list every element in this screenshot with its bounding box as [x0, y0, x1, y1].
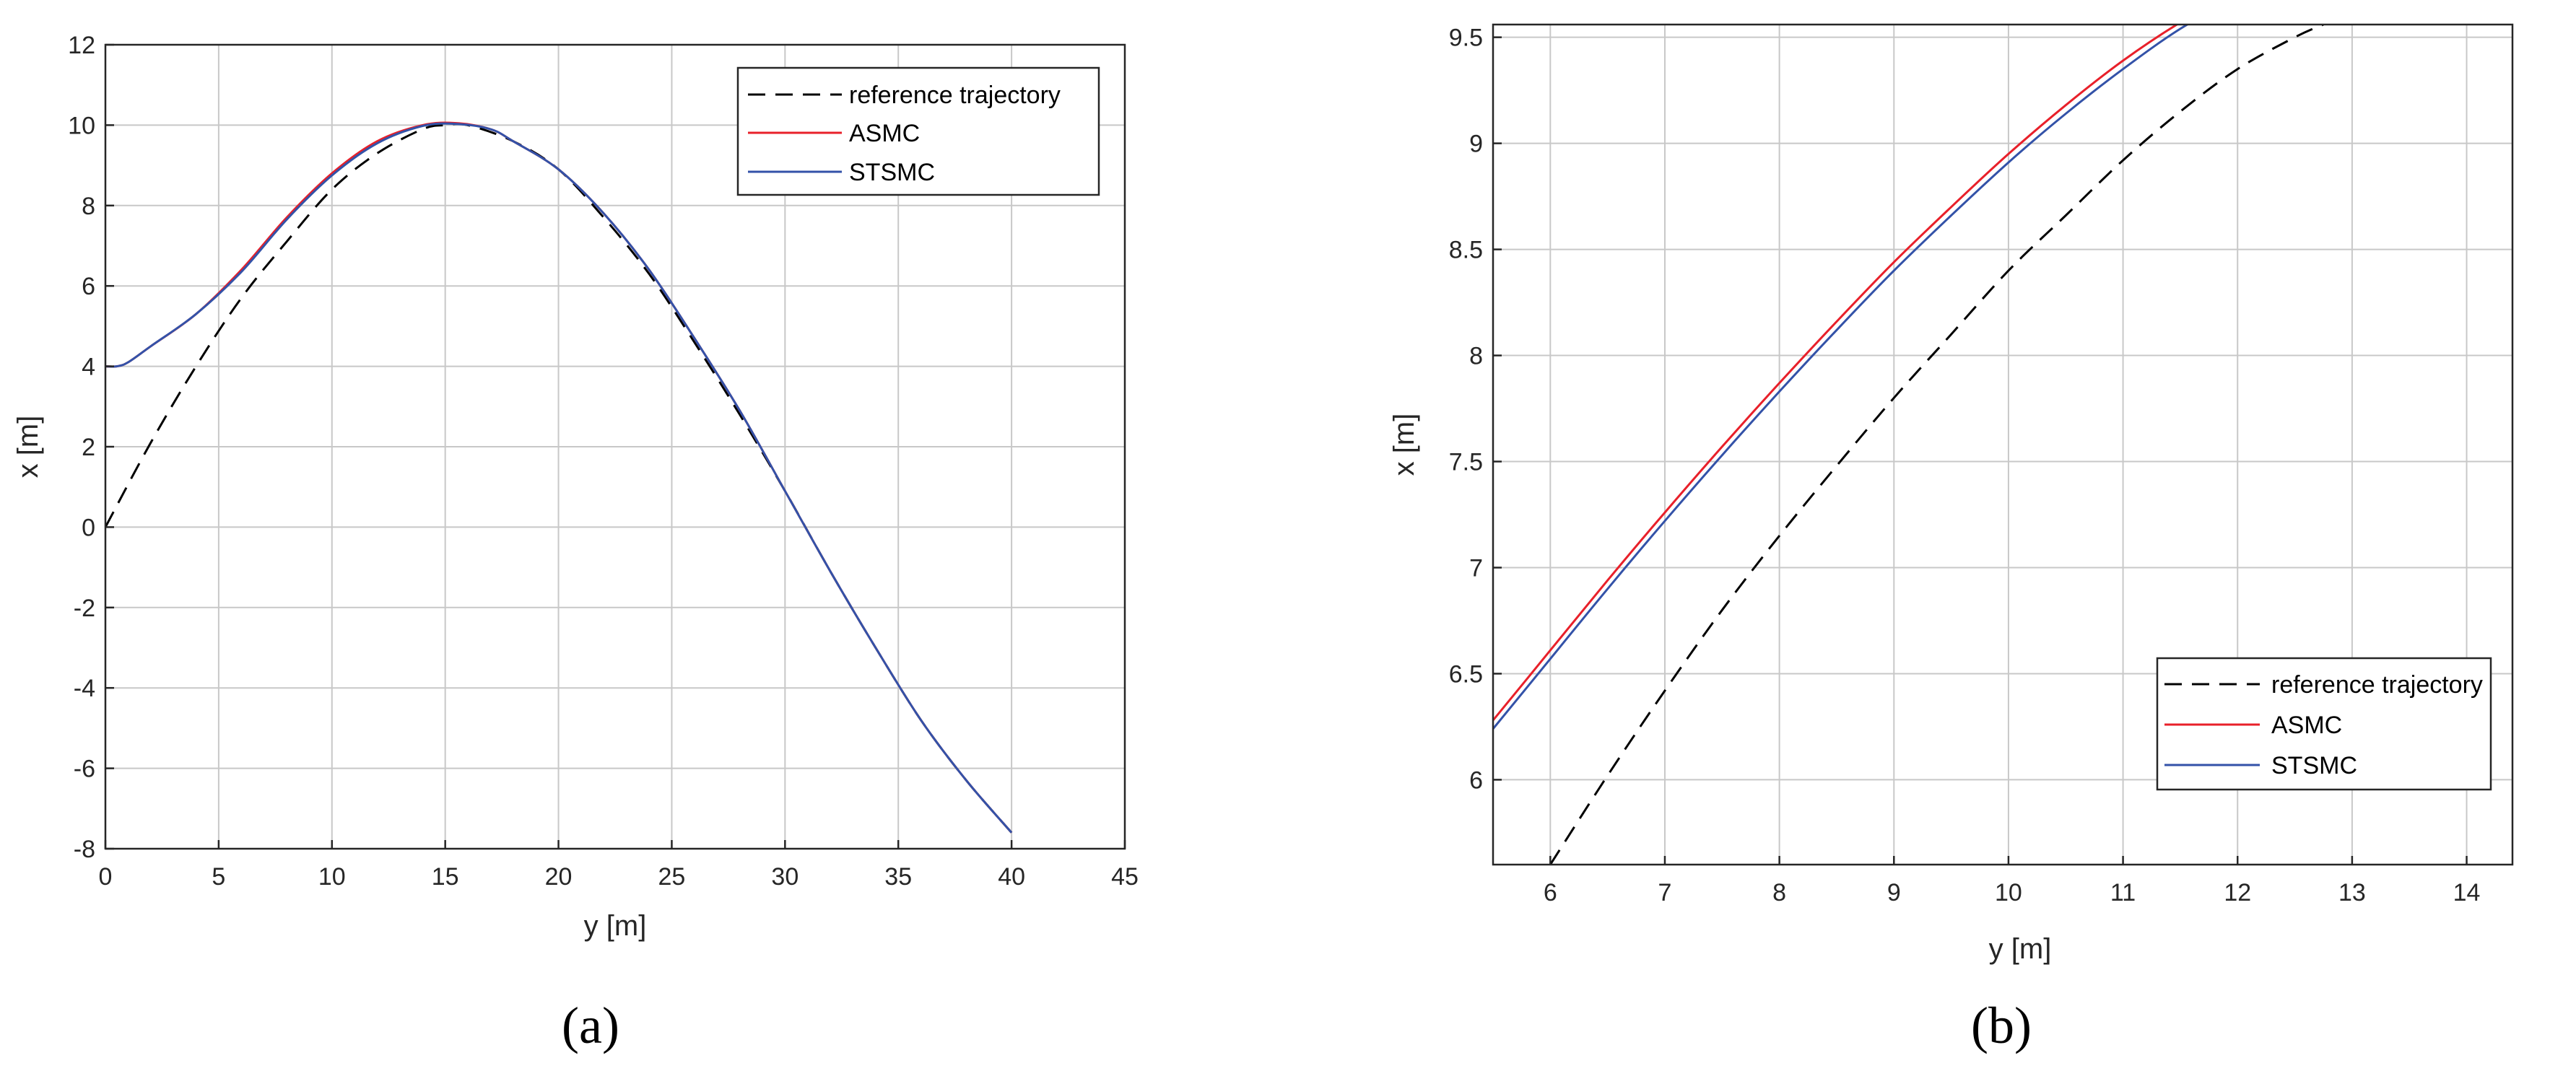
- y-tick-label-a: 4: [82, 354, 95, 381]
- x-tick-label-b: 13: [2338, 879, 2366, 906]
- series-line-stsmc-b: [1493, 25, 2190, 730]
- y-tick-label-b: 7.5: [1449, 449, 1483, 476]
- chart-b: 6 7 8 9 10 11 12 13 14 6 6.5 7 7.5 8 8.5 9 9.5 y [m] x […: [1388, 23, 2514, 965]
- series-group-a: [105, 121, 1013, 834]
- chart-a: 0 5 10 15 20 25 30 35 40 45 -8 -6 -4 -2 0 2 4 6 8 10 12 y [m…: [12, 32, 1139, 942]
- y-tick-label-a: 8: [82, 193, 95, 220]
- y-tick-label-a: 6: [82, 273, 95, 300]
- series-group-b: [1493, 25, 2324, 865]
- legend-label-asmc-b: ASMC: [2271, 712, 2342, 739]
- legend-label-reference-a: reference trajectory: [849, 82, 1061, 109]
- y-tick-label-b: 7: [1469, 554, 1483, 582]
- series-line-reference-trajectory-b: [1549, 25, 2324, 865]
- x-tick-label-a: 45: [1111, 863, 1139, 891]
- legend-box-a: [736, 66, 1100, 196]
- y-tick-label-a: 12: [68, 32, 95, 59]
- x-axis-label-b: y [m]: [1989, 933, 2052, 965]
- legend-a: reference trajectory ASMC STSMC: [736, 66, 1100, 196]
- x-tick-label-a: 35: [884, 863, 912, 891]
- y-tick-label-b: 6: [1469, 766, 1483, 794]
- legend-label-asmc-a: ASMC: [849, 120, 920, 147]
- x-tick-label-b: 6: [1544, 879, 1557, 906]
- y-tick-label-b: 8.5: [1449, 237, 1483, 264]
- y-tick-label-b: 9.5: [1449, 25, 1483, 52]
- legend-label-reference-b: reference trajectory: [2271, 671, 2483, 699]
- axes-box-b: [1492, 23, 2514, 866]
- y-tick-label-a: 0: [82, 514, 95, 541]
- y-tick-label-a: 2: [82, 434, 95, 461]
- tick-labels-b: 6 7 8 9 10 11 12 13 14 6 6.5 7 7.5 8 8.5 9 9.5: [1449, 25, 2481, 906]
- caption-a: (a): [562, 997, 619, 1054]
- x-tick-label-a: 15: [432, 863, 459, 891]
- y-tick-label-a: -6: [74, 756, 95, 783]
- series-line-asmc-b: [1493, 25, 2180, 722]
- x-tick-label-b: 12: [2224, 879, 2251, 906]
- y-tick-label-b: 6.5: [1449, 660, 1483, 688]
- legend-label-stsmc-b: STSMC: [2271, 752, 2357, 779]
- y-tick-label-a: -2: [74, 595, 95, 622]
- x-tick-label-b: 9: [1887, 879, 1901, 906]
- y-axis-label-b: x [m]: [1388, 414, 1420, 476]
- x-tick-label-b: 10: [1995, 879, 2022, 906]
- series-line-stsmc-a: [105, 122, 1013, 834]
- x-tick-label-b: 11: [2110, 879, 2136, 906]
- y-tick-label-b: 8: [1469, 343, 1483, 370]
- x-tick-label-a: 5: [212, 863, 225, 891]
- y-tick-label-a: 10: [68, 112, 95, 139]
- x-tick-label-b: 14: [2453, 879, 2481, 906]
- x-tick-label-a: 40: [998, 863, 1025, 891]
- x-tick-label-a: 0: [99, 863, 113, 891]
- x-tick-label-a: 30: [771, 863, 799, 891]
- caption-b: (b): [1971, 997, 2032, 1054]
- x-tick-label-a: 25: [658, 863, 686, 891]
- x-tick-label-b: 8: [1772, 879, 1786, 906]
- x-axis-label-a: y [m]: [584, 910, 647, 942]
- x-tick-label-a: 10: [318, 863, 346, 891]
- x-tick-label-a: 20: [545, 863, 573, 891]
- tick-labels-a: 0 5 10 15 20 25 30 35 40 45 -8 -6 -4 -2 0 2 4 6 8 10 12: [68, 32, 1139, 891]
- y-axis-label-a: x [m]: [12, 416, 44, 478]
- legend-b: reference trajectory ASMC STSMC: [2156, 657, 2492, 791]
- x-tick-label-b: 7: [1658, 879, 1672, 906]
- y-tick-label-b: 9: [1469, 131, 1483, 158]
- legend-label-stsmc-a: STSMC: [849, 159, 935, 186]
- y-tick-label-a: -4: [74, 675, 95, 702]
- y-tick-label-a: -8: [74, 836, 95, 863]
